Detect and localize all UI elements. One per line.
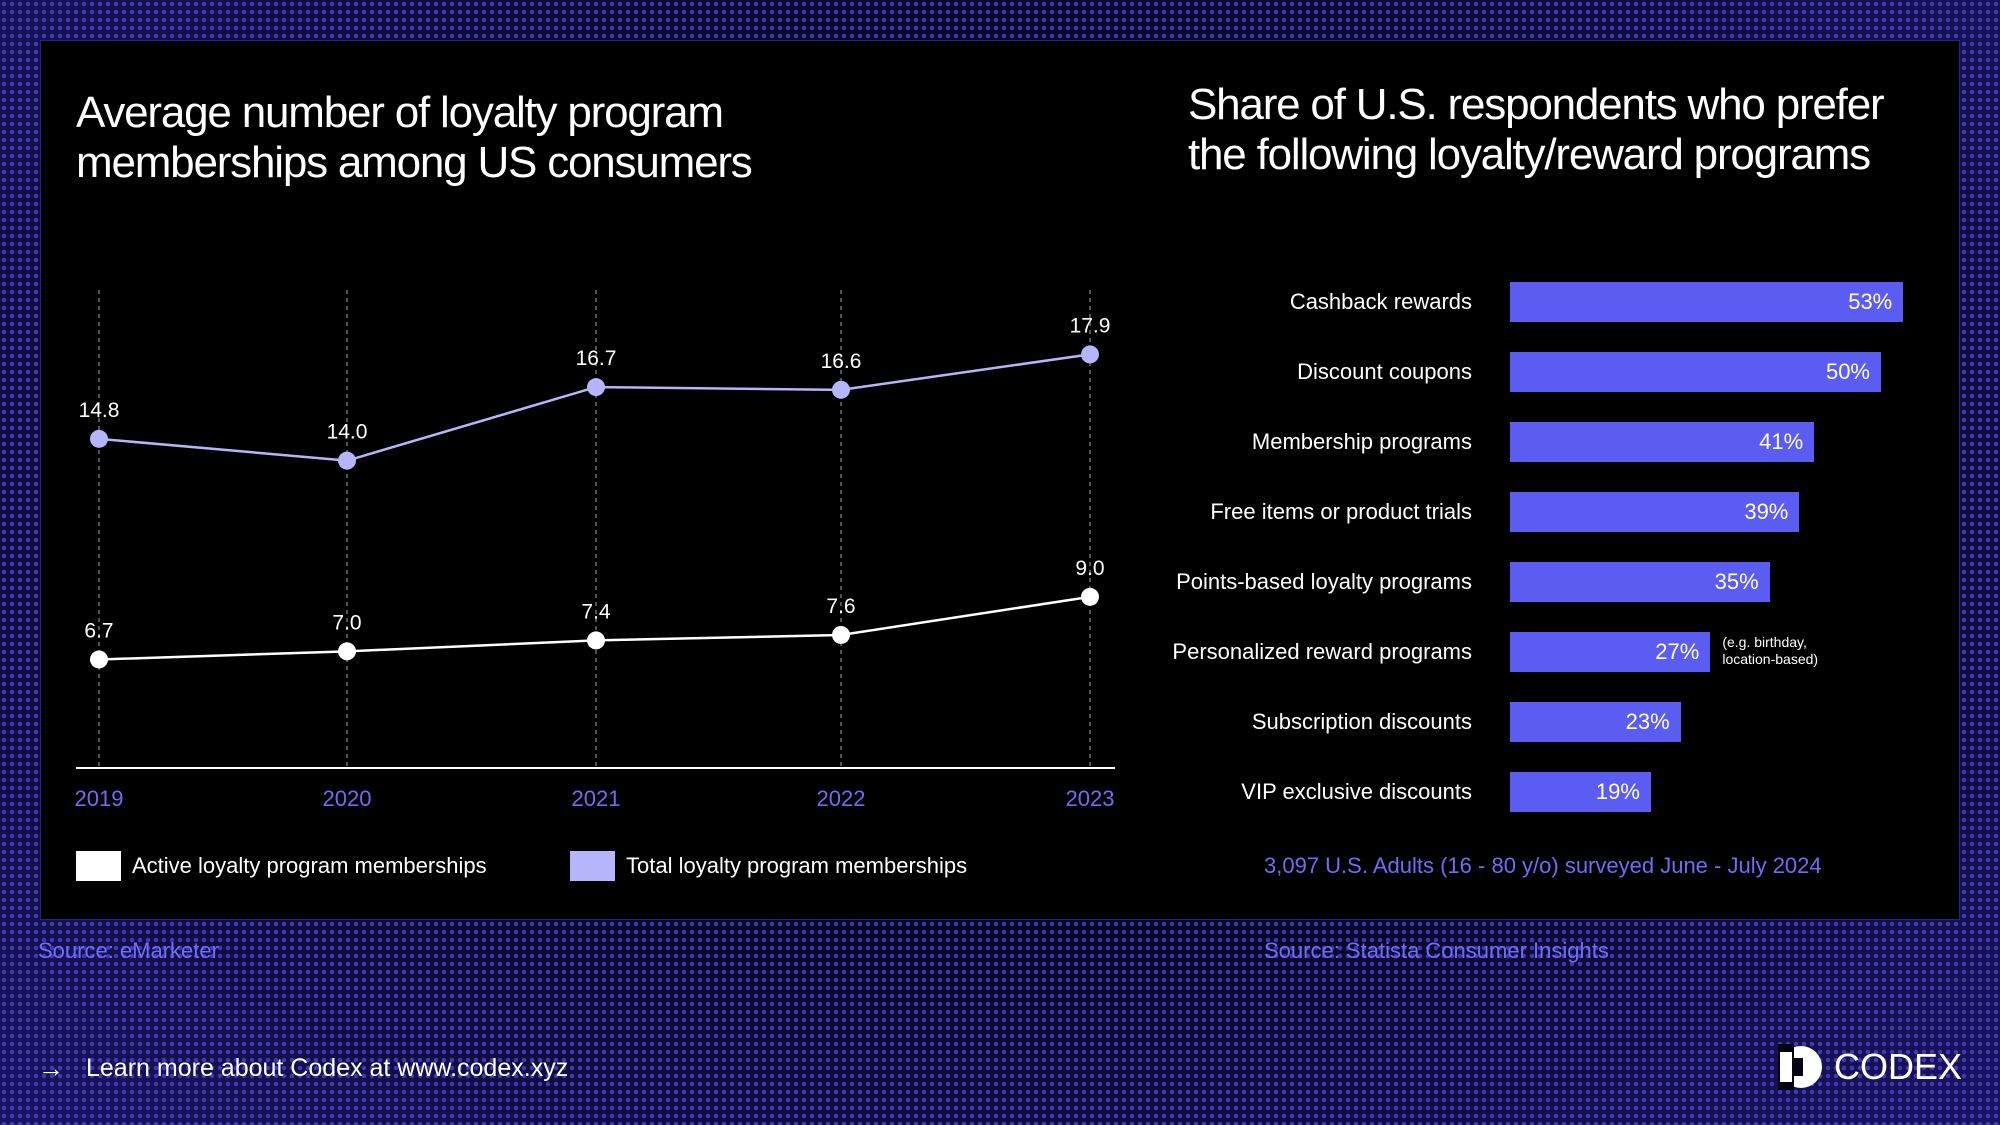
data-label-0-2019: 6.7: [84, 619, 113, 642]
bar-row: Points-based loyalty programs 35%: [1176, 562, 1960, 602]
bar-category-label: Cashback rewards: [1289, 289, 1472, 314]
survey-note: 3,097 U.S. Adults (16 - 80 y/o) surveyed…: [1264, 853, 1822, 878]
bar-category-label: Free items or product trials: [1210, 499, 1472, 524]
bar: 50%: [1510, 352, 1881, 392]
legend-swatch-active: [76, 851, 121, 881]
bar-row: Subscription discounts 23%: [1180, 702, 1960, 742]
series-line-1: [98, 353, 1091, 462]
data-label-1-2022: 16.6: [821, 350, 862, 373]
data-point-1-2023: [1081, 345, 1099, 364]
arrow-right-icon: →: [38, 1053, 64, 1083]
bar-annotation: (e.g. birthday, location-based): [1722, 634, 1819, 667]
data-label-1-2020: 14.0: [327, 421, 368, 444]
data-point-0-2023: [1081, 587, 1099, 606]
codex-logo-icon: [1777, 1044, 1822, 1090]
bar-chart-title: Share of U.S. respondents who prefer the…: [1188, 80, 1885, 179]
data-label-1-2023: 17.9: [1070, 314, 1111, 337]
legend-item-active: Active loyalty program memberships: [76, 851, 487, 881]
bar-row: Membership programs 41%: [1180, 422, 1960, 462]
bar-row: Personalized reward programs 27% (e.g. bir…: [1172, 632, 1960, 672]
legend-label-active: Active loyalty program memberships: [132, 853, 487, 878]
bar-value-label: 53%: [1848, 289, 1893, 314]
bar-value-label: 27%: [1655, 639, 1700, 664]
data-label-0-2023: 9.0: [1075, 557, 1104, 580]
legend-item-total: Total loyalty program memberships: [570, 851, 967, 881]
bar-category-label: VIP exclusive discounts: [1241, 779, 1472, 804]
legend-label-total: Total loyalty program memberships: [626, 853, 968, 878]
bar: 53%: [1510, 282, 1904, 322]
bar-row: VIP exclusive discounts 19%: [1180, 772, 1960, 812]
x-tick-label-2023: 2023: [1066, 786, 1115, 811]
data-label-0-2021: 7.4: [581, 600, 611, 623]
bar-value-label: 41%: [1759, 429, 1804, 454]
brand-name: CODEX: [1833, 1046, 1962, 1087]
bar-value-label: 19%: [1595, 779, 1640, 804]
data-point-0-2019: [90, 650, 108, 669]
bar-category-label: Subscription discounts: [1251, 709, 1472, 734]
data-point-0-2021: [587, 631, 605, 650]
bar: 23%: [1510, 702, 1681, 742]
brand-logo: CODEX: [1777, 1044, 1962, 1090]
line-chart-title: Average number of loyalty program member…: [76, 88, 753, 187]
bar: 35%: [1510, 562, 1770, 602]
data-point-0-2022: [832, 625, 850, 644]
x-tick-label-2019: 2019: [75, 786, 124, 811]
data-label-1-2021: 16.7: [576, 347, 617, 370]
bar-category-label: Personalized reward programs: [1172, 639, 1472, 664]
data-point-1-2020: [338, 451, 356, 470]
legend-swatch-total: [570, 851, 615, 881]
data-label-1-2019: 14.8: [79, 399, 120, 422]
bar: 27%: [1510, 632, 1711, 672]
learn-more-text: Learn more about Codex at www.codex.xyz: [86, 1054, 569, 1082]
data-label-0-2020: 7.0: [332, 611, 361, 634]
data-label-0-2022: 7.6: [826, 595, 855, 618]
bar-value-label: 35%: [1714, 569, 1759, 594]
bar-value-label: 39%: [1744, 499, 1789, 524]
x-tick-label-2021: 2021: [572, 786, 621, 811]
bar-category-label: Membership programs: [1251, 429, 1472, 454]
left-source: Source: eMarketer: [38, 938, 219, 963]
learn-more-link[interactable]: → Learn more about Codex at www.codex.xy…: [38, 1053, 568, 1084]
x-tick-label-2022: 2022: [817, 786, 866, 811]
bar-category-label: Discount coupons: [1297, 359, 1472, 384]
right-source: Source: Statista Consumer Insights: [1264, 938, 1609, 963]
data-point-1-2022: [832, 380, 850, 399]
x-tick-label-2020: 2020: [323, 786, 372, 811]
data-point-1-2021: [587, 378, 605, 397]
bar: 39%: [1510, 492, 1800, 532]
data-point-0-2020: [338, 642, 356, 661]
bar-value-label: 23%: [1625, 709, 1670, 734]
bar-row: Discount coupons 50%: [1180, 352, 1960, 392]
bar: 41%: [1510, 422, 1815, 462]
bar: 19%: [1510, 772, 1651, 812]
bar-value-label: 50%: [1825, 359, 1870, 384]
bar-row: Cashback rewards 53%: [1180, 282, 1960, 322]
data-point-1-2019: [90, 429, 108, 448]
bar-category-label: Points-based loyalty programs: [1176, 569, 1472, 594]
bar-row: Free items or product trials 39%: [1180, 492, 1960, 532]
